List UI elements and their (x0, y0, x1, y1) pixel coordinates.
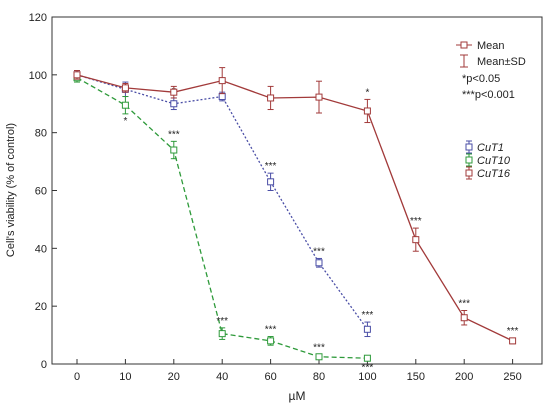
significance-label: *** (362, 363, 374, 374)
data-point (412, 236, 420, 244)
x-tick-label: 0 (74, 371, 80, 383)
data-point (509, 337, 517, 345)
series-cut10: **************** (73, 72, 374, 374)
data-point (460, 314, 468, 322)
significance-label: * (365, 87, 369, 98)
x-tick-label: 80 (313, 371, 325, 383)
plot-frame (51, 16, 543, 365)
data-point (363, 107, 371, 115)
significance-label: *** (313, 342, 325, 353)
series-line-cut1 (76, 74, 368, 330)
legend-mean-marker (460, 41, 468, 49)
x-tick-label: 100 (358, 371, 376, 383)
data-point (315, 259, 323, 267)
legend-swatch-marker-cut10 (465, 156, 473, 164)
axes: 0 20 40 60 80 100 120 0 10 20 40 60 80 100 150 200 250 (29, 12, 522, 383)
x-axis-label: µM (289, 389, 306, 403)
legend-swatch-marker-cut1 (465, 143, 473, 151)
legend-label-cut1: CuT1 (477, 142, 504, 154)
legend-label-cut10: CuT10 (477, 155, 511, 167)
x-tick-label: 40 (216, 371, 228, 383)
data-point (218, 330, 226, 338)
data-point (218, 93, 226, 101)
data-point (315, 353, 323, 361)
x-tick-label: 60 (264, 371, 276, 383)
x-tick-label: 250 (503, 371, 521, 383)
series-cut16: ********** (73, 67, 519, 345)
y-tick-label: 120 (29, 12, 47, 24)
significance-label: *** (168, 129, 180, 140)
legend-stats: Mean Mean±SD *p<0.05 ***p<0.001 (456, 40, 526, 101)
data-point (121, 84, 129, 92)
significance-label: *** (410, 216, 422, 227)
data-point (267, 178, 275, 186)
data-point (363, 354, 371, 362)
significance-label: *** (507, 326, 519, 337)
significance-label: *** (265, 161, 277, 172)
y-tick-label: 20 (35, 301, 47, 313)
significance-label: *** (313, 246, 325, 257)
y-tick-label: 60 (35, 186, 47, 198)
significance-label: * (123, 116, 127, 127)
data-point (218, 77, 226, 85)
data-point (267, 337, 275, 345)
series-layer: ************************************ (73, 67, 519, 374)
data-point (121, 101, 129, 109)
significance-label: *** (362, 310, 374, 321)
y-tick-label: 0 (41, 359, 47, 371)
data-point (363, 325, 371, 333)
series-cut1: ********** (73, 69, 374, 338)
significance-label: *** (458, 299, 470, 310)
data-point (170, 100, 178, 108)
legend-swatch-marker-cut16 (465, 169, 473, 177)
x-tick-label: 150 (407, 371, 425, 383)
series-line-cut16 (76, 74, 513, 342)
data-point (170, 88, 178, 96)
legend-mean-label: Mean (477, 40, 505, 52)
legend-sig2-label: ***p<0.001 (462, 89, 515, 101)
significance-label: *** (265, 325, 277, 336)
legend-sd-label: Mean±SD (477, 56, 526, 68)
x-tick-label: 200 (455, 371, 473, 383)
legend-label-cut16: CuT16 (477, 168, 511, 180)
y-tick-label: 40 (35, 243, 47, 255)
y-axis-label: Cell's viability (% of control) (5, 123, 17, 257)
data-point (170, 146, 178, 154)
x-tick-label: 20 (168, 371, 180, 383)
y-tick-label: 80 (35, 128, 47, 140)
significance-label: *** (216, 316, 228, 327)
x-tick-label: 10 (119, 371, 131, 383)
data-point (315, 93, 323, 101)
legend-sig1-label: *p<0.05 (462, 73, 500, 85)
data-point (73, 71, 81, 79)
data-point (267, 94, 275, 102)
y-tick-label: 100 (29, 70, 47, 82)
